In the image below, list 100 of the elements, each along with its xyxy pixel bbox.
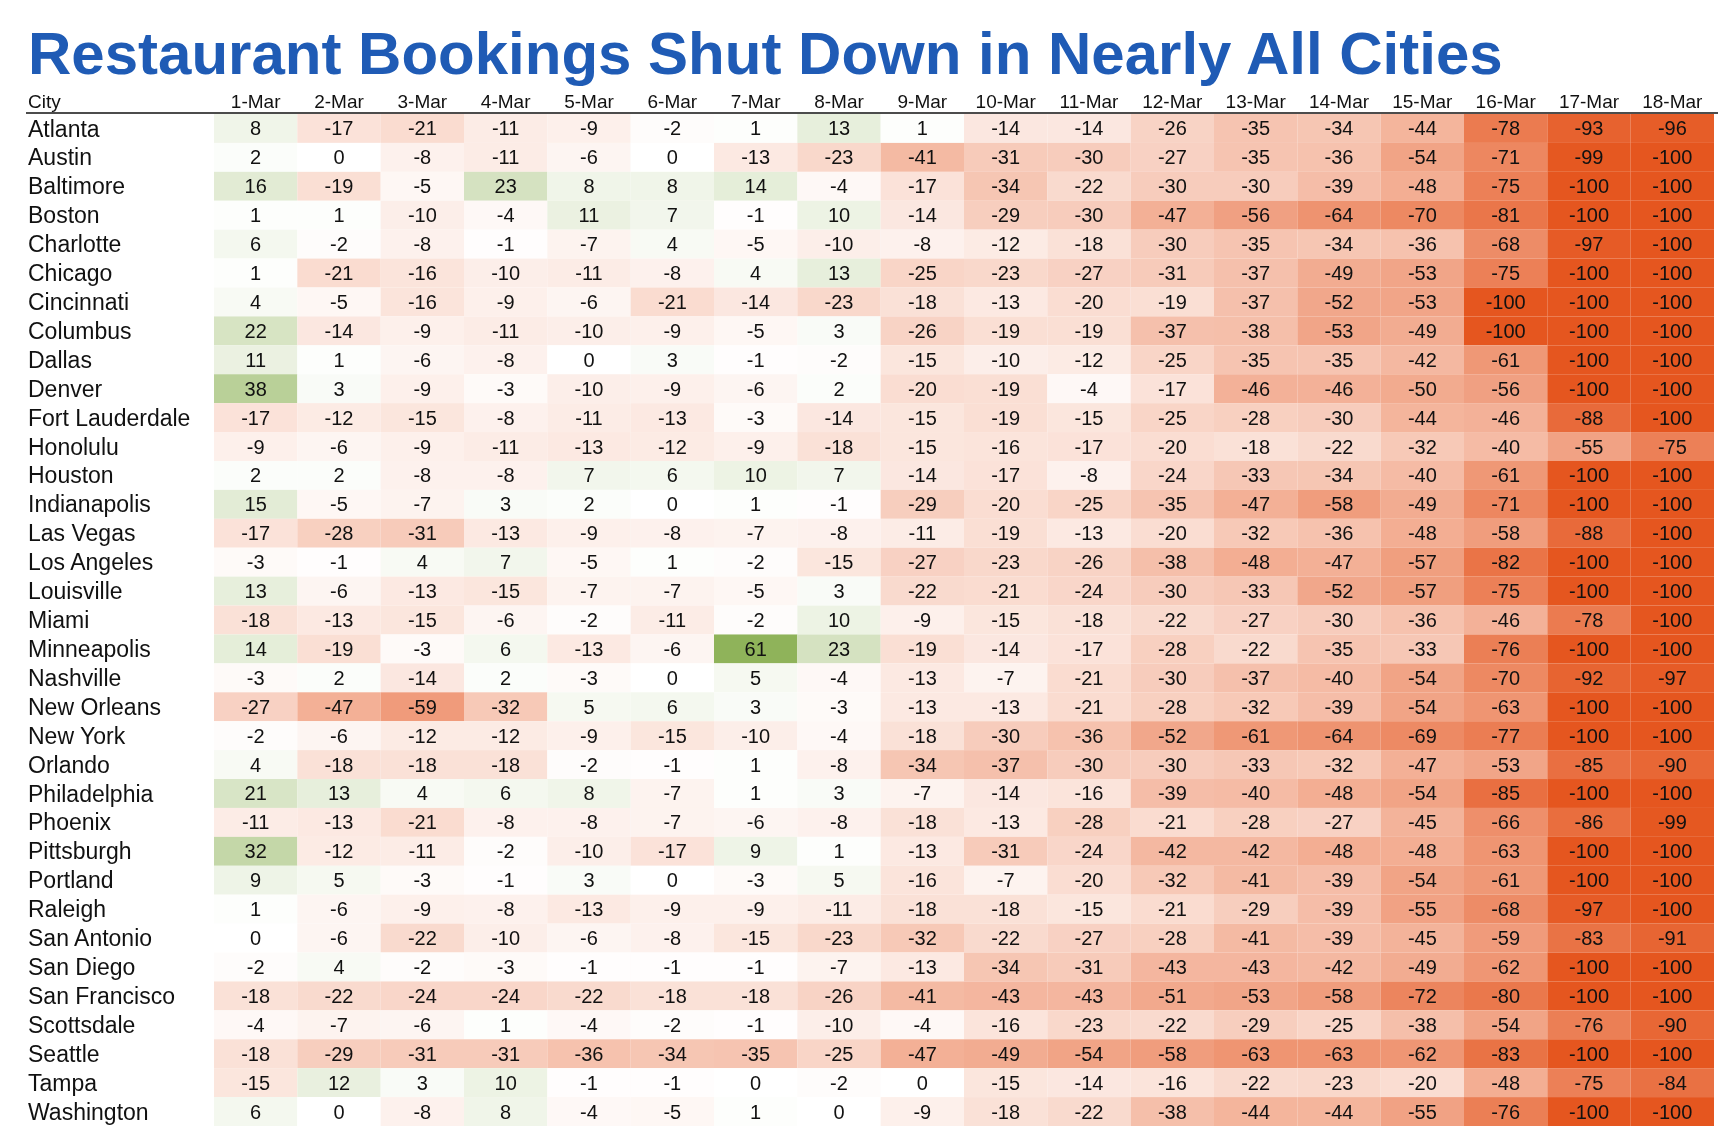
data-label: -100 — [1568, 782, 1610, 805]
y-tick-label: Baltimore — [28, 173, 126, 200]
data-label: -15 — [241, 1071, 271, 1094]
data-label: -5 — [580, 551, 598, 574]
data-label: -46 — [1241, 377, 1271, 400]
data-label: -21 — [407, 117, 437, 140]
data-label: -10 — [741, 724, 771, 747]
data-label: -28 — [324, 522, 354, 545]
data-label: -72 — [1407, 984, 1437, 1007]
data-label: -22 — [1241, 637, 1271, 660]
data-label: -2 — [580, 609, 598, 631]
data-label: -13 — [574, 435, 604, 458]
data-label: -22 — [1241, 1071, 1271, 1094]
data-label: -68 — [1491, 898, 1521, 921]
data-label: -54 — [1407, 782, 1437, 805]
data-label: -28 — [1241, 811, 1271, 834]
data-label: -36 — [1407, 233, 1437, 256]
data-label: -23 — [991, 551, 1021, 574]
data-label: -100 — [1652, 377, 1693, 400]
data-label: -40 — [1491, 435, 1521, 458]
data-label: -100 — [1652, 493, 1693, 516]
x-tick-label: 15-Mar — [1392, 91, 1454, 112]
data-label: -6 — [496, 609, 515, 631]
data-label: -14 — [907, 464, 937, 487]
data-label: -7 — [830, 955, 848, 978]
data-label: -100 — [1568, 1100, 1610, 1123]
data-label: -2 — [663, 117, 682, 140]
data-label: -8 — [413, 233, 432, 256]
data-label: -4 — [496, 204, 515, 227]
y-tick-label: Denver — [28, 375, 103, 402]
data-label: -46 — [1491, 406, 1521, 429]
data-label: 0 — [250, 927, 262, 950]
data-label: -49 — [1407, 493, 1437, 516]
y-tick-label: Pittsburgh — [28, 838, 132, 865]
data-label: -47 — [907, 1042, 937, 1065]
data-label: -31 — [1157, 262, 1187, 285]
data-label: -10 — [574, 377, 604, 400]
data-label: -18 — [907, 811, 937, 834]
data-label: -37 — [1241, 666, 1271, 689]
data-label: 1 — [750, 493, 762, 516]
data-label: -36 — [1074, 724, 1104, 747]
data-label: 8 — [583, 782, 595, 805]
data-label: -49 — [991, 1042, 1021, 1065]
data-label: -58 — [1324, 984, 1354, 1007]
data-label: -48 — [1407, 522, 1437, 545]
data-label: -10 — [491, 262, 521, 285]
data-label: -2 — [746, 609, 765, 631]
data-label: -15 — [907, 406, 937, 429]
data-label: -25 — [1157, 348, 1187, 371]
data-label: -100 — [1652, 319, 1693, 342]
data-label: -96 — [1657, 117, 1687, 140]
data-label: -19 — [907, 637, 937, 660]
data-label: -7 — [663, 580, 682, 603]
data-label: -100 — [1568, 637, 1610, 660]
data-label: -9 — [580, 117, 598, 140]
data-label: -100 — [1652, 695, 1693, 718]
data-label: -100 — [1652, 406, 1693, 429]
data-label: -76 — [1491, 1100, 1521, 1123]
data-label: -100 — [1485, 290, 1526, 313]
data-label: -70 — [1407, 204, 1437, 227]
data-label: 13 — [827, 117, 851, 140]
data-label: 0 — [333, 146, 345, 169]
data-label: -100 — [1652, 637, 1693, 660]
data-label: -11 — [491, 117, 520, 140]
x-tick-label: 1-Mar — [230, 91, 282, 112]
x-tick-label: 4-Mar — [480, 91, 532, 112]
data-label: -100 — [1652, 955, 1693, 978]
data-label: -100 — [1568, 175, 1610, 198]
data-label: -19 — [991, 406, 1021, 429]
data-label: -35 — [1324, 637, 1354, 660]
data-label: 10 — [827, 204, 851, 227]
y-tick-label: San Diego — [28, 954, 136, 981]
data-label: -12 — [1074, 348, 1104, 371]
data-label: -1 — [580, 955, 598, 978]
data-label: -75 — [1574, 1071, 1604, 1094]
data-label: 6 — [500, 637, 512, 660]
data-label: 0 — [916, 1071, 928, 1094]
data-label: -24 — [407, 984, 437, 1007]
y-tick-label: Boston — [28, 202, 100, 229]
data-label: -30 — [1324, 406, 1354, 429]
data-label: -36 — [1324, 146, 1354, 169]
y-tick-label: Philadelphia — [28, 780, 154, 807]
data-label: -76 — [1574, 1013, 1604, 1036]
data-label: -2 — [246, 955, 265, 978]
data-label: -22 — [907, 580, 937, 603]
x-tick-label: 8-Mar — [814, 91, 865, 112]
data-label: -18 — [241, 609, 271, 631]
data-label: -3 — [246, 551, 265, 574]
data-label: -13 — [907, 955, 937, 978]
y-tick-label: San Antonio — [28, 925, 153, 952]
data-label: -69 — [1407, 724, 1437, 747]
data-label: -2 — [663, 1013, 682, 1036]
data-label: -47 — [1157, 204, 1187, 227]
data-label: -1 — [330, 551, 348, 574]
data-label: -13 — [991, 811, 1021, 834]
data-label: -10 — [407, 204, 437, 227]
x-tick-label: 6-Mar — [647, 91, 698, 112]
data-label: -21 — [1157, 811, 1187, 834]
data-label: -11 — [241, 811, 270, 834]
data-label: -61 — [1491, 348, 1521, 371]
